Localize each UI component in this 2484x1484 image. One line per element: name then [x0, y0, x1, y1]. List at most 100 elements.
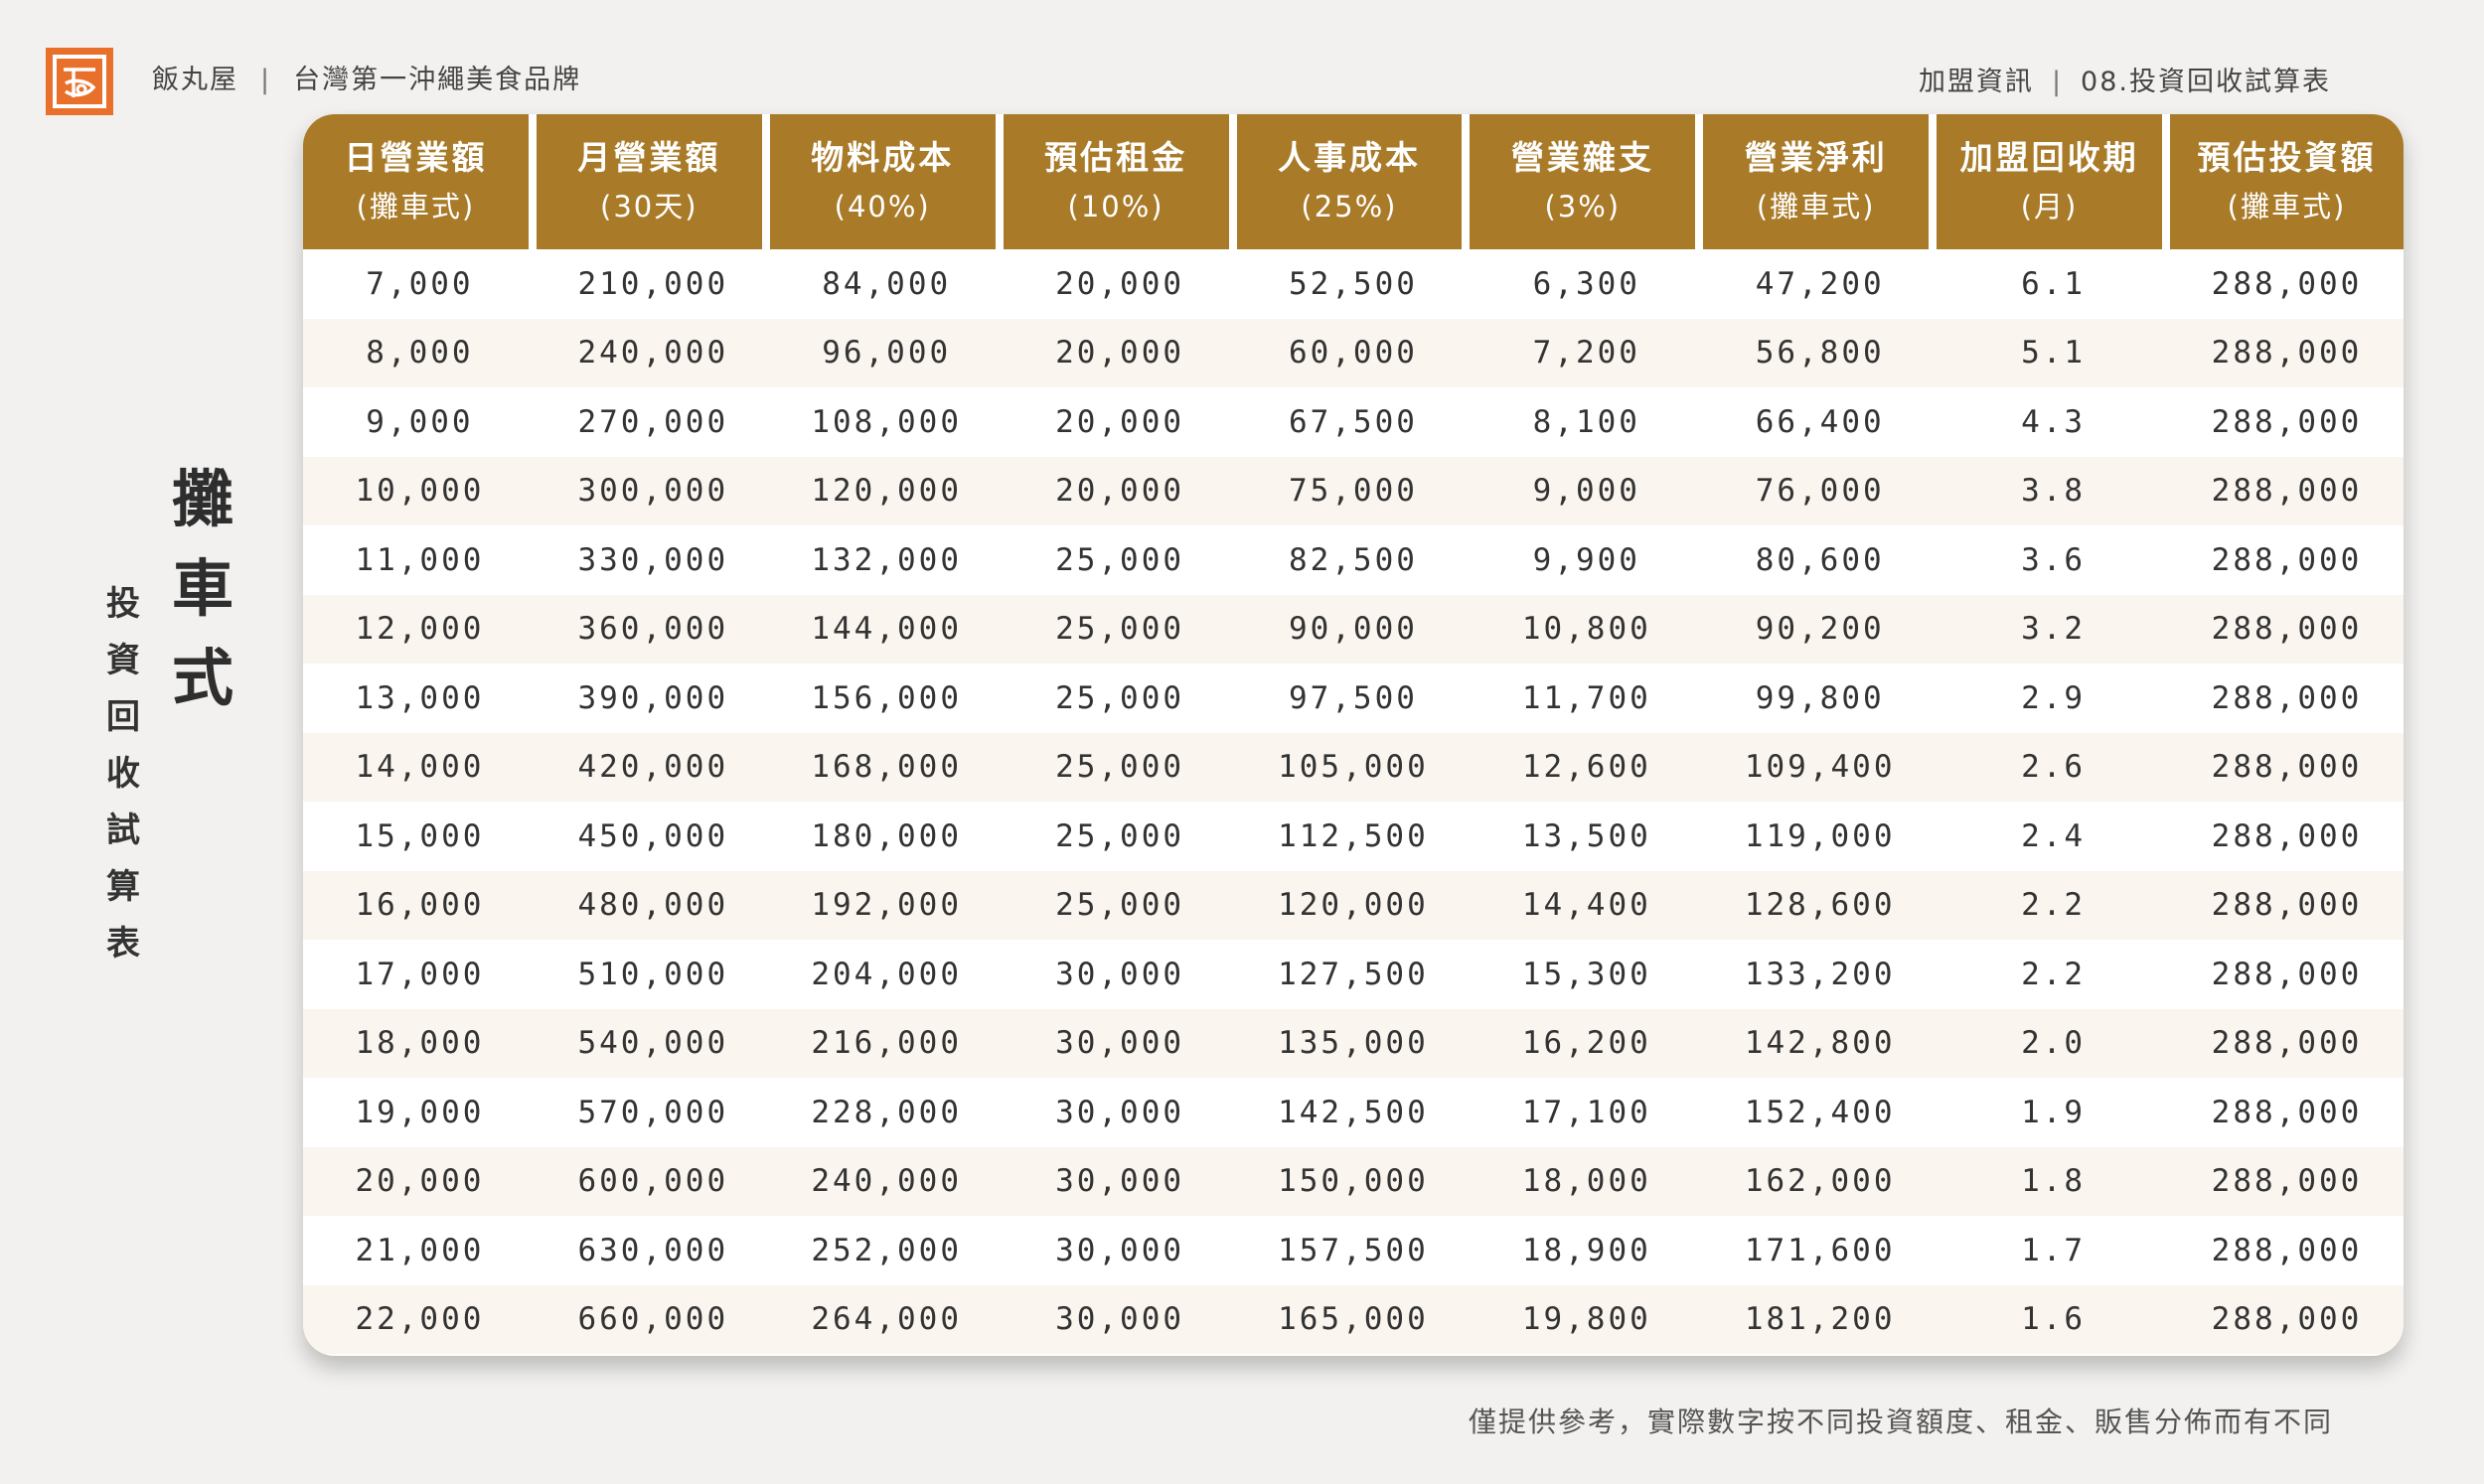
table-cell: 1.9: [1937, 1078, 2170, 1147]
column-header-sub: (40%): [834, 190, 931, 223]
table-cell: 288,000: [2170, 732, 2404, 802]
table-cell: 162,000: [1703, 1146, 1938, 1216]
table-row: 20,000 600,000 240,000 30,000 150,000 18,000 1…: [303, 1146, 2404, 1216]
breadcrumb-section[interactable]: 加盟資訊: [1918, 67, 2034, 97]
table-cell: 390,000: [536, 664, 770, 733]
table-row: 10,000 300,000 120,000 20,000 75,000 9,000 76,…: [303, 456, 2404, 525]
table-row: 22,000 660,000 264,000 30,000 165,000 19,800 1…: [303, 1284, 2404, 1354]
column-header: 月營業額 (30天): [536, 114, 770, 249]
table-cell: 288,000: [2170, 1146, 2404, 1216]
table-cell: 144,000: [769, 594, 1004, 664]
vertical-subtitle-char: 收: [106, 754, 140, 794]
table-cell: 133,200: [1703, 940, 1938, 1009]
table-cell: 10,800: [1470, 594, 1704, 664]
breadcrumb: 加盟資訊 | 08.投資回收試算表: [1919, 60, 2331, 98]
column-header-sub: (10%): [1067, 190, 1164, 223]
table-cell: 66,400: [1703, 387, 1938, 457]
table-cell: 300,000: [536, 456, 770, 525]
table-row: 15,000 450,000 180,000 25,000 112,500 13,500 1…: [303, 802, 2404, 871]
table-cell: 13,500: [1470, 802, 1704, 871]
table-cell: 9,000: [1470, 456, 1704, 525]
table-cell: 25,000: [1003, 732, 1237, 802]
table-cell: 288,000: [2170, 456, 2404, 525]
table-cell: 52,500: [1236, 249, 1471, 319]
table-cell: 76,000: [1703, 456, 1938, 525]
brand-tagline: 台灣第一沖繩美食品牌: [293, 65, 582, 95]
table-cell: 152,400: [1703, 1078, 1938, 1147]
table-cell: 8,100: [1470, 387, 1704, 457]
table-cell: 288,000: [2170, 594, 2404, 664]
table-cell: 15,300: [1470, 940, 1704, 1009]
table-cell: 11,000: [303, 525, 537, 595]
table-cell: 30,000: [1003, 1216, 1237, 1285]
table-cell: 120,000: [1236, 870, 1471, 940]
column-header-label: 預估租金: [1044, 138, 1188, 177]
table-cell: 132,000: [769, 525, 1004, 595]
table-cell: 600,000: [536, 1146, 770, 1216]
table-cell: 2.9: [1937, 664, 2170, 733]
brand-name: 飯丸屋: [152, 65, 238, 95]
table-cell: 181,200: [1703, 1284, 1938, 1354]
table-cell: 25,000: [1003, 664, 1237, 733]
table-cell: 630,000: [536, 1216, 770, 1285]
column-header-label: 加盟回收期: [1959, 138, 2139, 177]
brand-logo: [46, 48, 113, 115]
table-cell: 90,000: [1236, 594, 1471, 664]
table-cell: 6.1: [1937, 249, 2170, 319]
table-cell: 9,000: [303, 387, 537, 457]
table-cell: 2.2: [1937, 870, 2170, 940]
column-header: 預估投資額 (攤車式): [2170, 114, 2404, 249]
table-cell: 21,000: [303, 1216, 537, 1285]
table-cell: 15,000: [303, 802, 537, 871]
table-cell: 14,400: [1470, 870, 1704, 940]
table-cell: 67,500: [1236, 387, 1471, 457]
table-cell: 2.6: [1937, 732, 2170, 802]
header-separator: |: [260, 65, 272, 95]
vertical-title-char: 攤: [171, 463, 233, 535]
table-cell: 288,000: [2170, 664, 2404, 733]
column-header: 加盟回收期 (月): [1937, 114, 2170, 249]
table-cell: 17,000: [303, 940, 537, 1009]
column-header-label: 月營業額: [577, 138, 721, 177]
table-cell: 2.0: [1937, 1008, 2170, 1078]
table-cell: 82,500: [1236, 525, 1471, 595]
table-cell: 8,000: [303, 318, 537, 387]
table-cell: 30,000: [1003, 940, 1237, 1009]
table-cell: 96,000: [769, 318, 1004, 387]
table-cell: 30,000: [1003, 1078, 1237, 1147]
table-cell: 2.4: [1937, 802, 2170, 871]
table-cell: 30,000: [1003, 1284, 1237, 1354]
table-cell: 135,000: [1236, 1008, 1471, 1078]
table-cell: 47,200: [1703, 249, 1938, 319]
table-cell: 60,000: [1236, 318, 1471, 387]
table-cell: 6,300: [1470, 249, 1704, 319]
table-cell: 3.6: [1937, 525, 2170, 595]
table-cell: 270,000: [536, 387, 770, 457]
table-row: 21,000 630,000 252,000 30,000 157,500 18,900 1…: [303, 1216, 2404, 1285]
table-cell: 156,000: [769, 664, 1004, 733]
table-cell: 288,000: [2170, 940, 2404, 1009]
column-header: 物料成本 (40%): [769, 114, 1004, 249]
table-row: 8,000 240,000 96,000 20,000 60,000 7,200 56,80…: [303, 318, 2404, 387]
table-row: 7,000 210,000 84,000 20,000 52,500 6,300 47,20…: [303, 249, 2404, 319]
vertical-subtitle-char: 算: [106, 867, 140, 907]
table-row: 18,000 540,000 216,000 30,000 135,000 16,200 1…: [303, 1008, 2404, 1078]
table-cell: 108,000: [769, 387, 1004, 457]
table-cell: 9,900: [1470, 525, 1704, 595]
brand-header: 飯丸屋 | 台灣第一沖繩美食品牌: [152, 58, 581, 96]
table-cell: 420,000: [536, 732, 770, 802]
column-header-label: 營業雜支: [1510, 138, 1654, 177]
vertical-subtitle-char: 資: [106, 641, 140, 680]
table-cell: 171,600: [1703, 1216, 1938, 1285]
column-header-sub: (25%): [1301, 190, 1398, 223]
vertical-subtitle: 投資回收試算表: [103, 576, 143, 972]
table-cell: 288,000: [2170, 1284, 2404, 1354]
table-cell: 4.3: [1937, 387, 2170, 457]
table-cell: 25,000: [1003, 594, 1237, 664]
table-row: 19,000 570,000 228,000 30,000 142,500 17,100 1…: [303, 1078, 2404, 1147]
table-cell: 10,000: [303, 456, 537, 525]
table-cell: 18,000: [1470, 1146, 1704, 1216]
table-cell: 20,000: [1003, 456, 1237, 525]
table-cell: 252,000: [769, 1216, 1004, 1285]
table-cell: 165,000: [1236, 1284, 1471, 1354]
